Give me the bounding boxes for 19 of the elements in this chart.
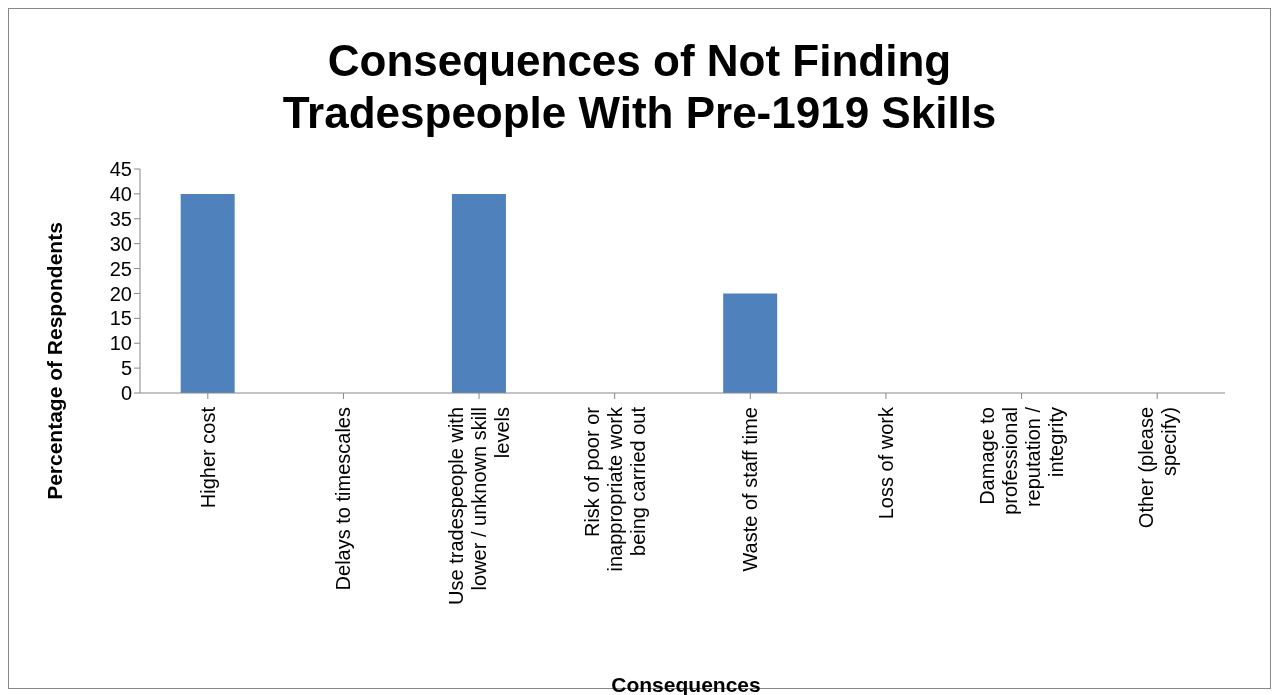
x-tick-label: Delays to timescales (332, 407, 355, 591)
y-tick-label: 40 (109, 182, 132, 205)
x-tick-label: Higher cost (196, 406, 219, 509)
y-tick-label: 15 (109, 307, 132, 330)
y-tick-label: 25 (109, 257, 132, 280)
y-tick-label: 45 (109, 158, 132, 181)
y-axis-title: Percentage of Respondents (43, 222, 67, 500)
y-tick-label: 35 (109, 207, 132, 230)
y-tick-label: 20 (109, 282, 132, 305)
x-tick-label: Loss of work (874, 406, 897, 520)
y-tick-label: 10 (109, 332, 132, 355)
x-tick-label: Waste of staff time (739, 407, 762, 572)
y-tick-label: 30 (109, 232, 132, 255)
x-tick-label: Other (please specify) (1134, 407, 1180, 529)
chart-title: Consequences of Not Finding Tradespeople With Pre-1919 Skills (281, 35, 998, 139)
y-tick-label: 0 (120, 382, 132, 405)
x-tick-label: Use tradespeople with lower / unknown skill levels (445, 407, 514, 605)
y-tick-label: 5 (120, 357, 132, 380)
x-tick-label: Damage to professional reputation / integrity (976, 406, 1068, 515)
